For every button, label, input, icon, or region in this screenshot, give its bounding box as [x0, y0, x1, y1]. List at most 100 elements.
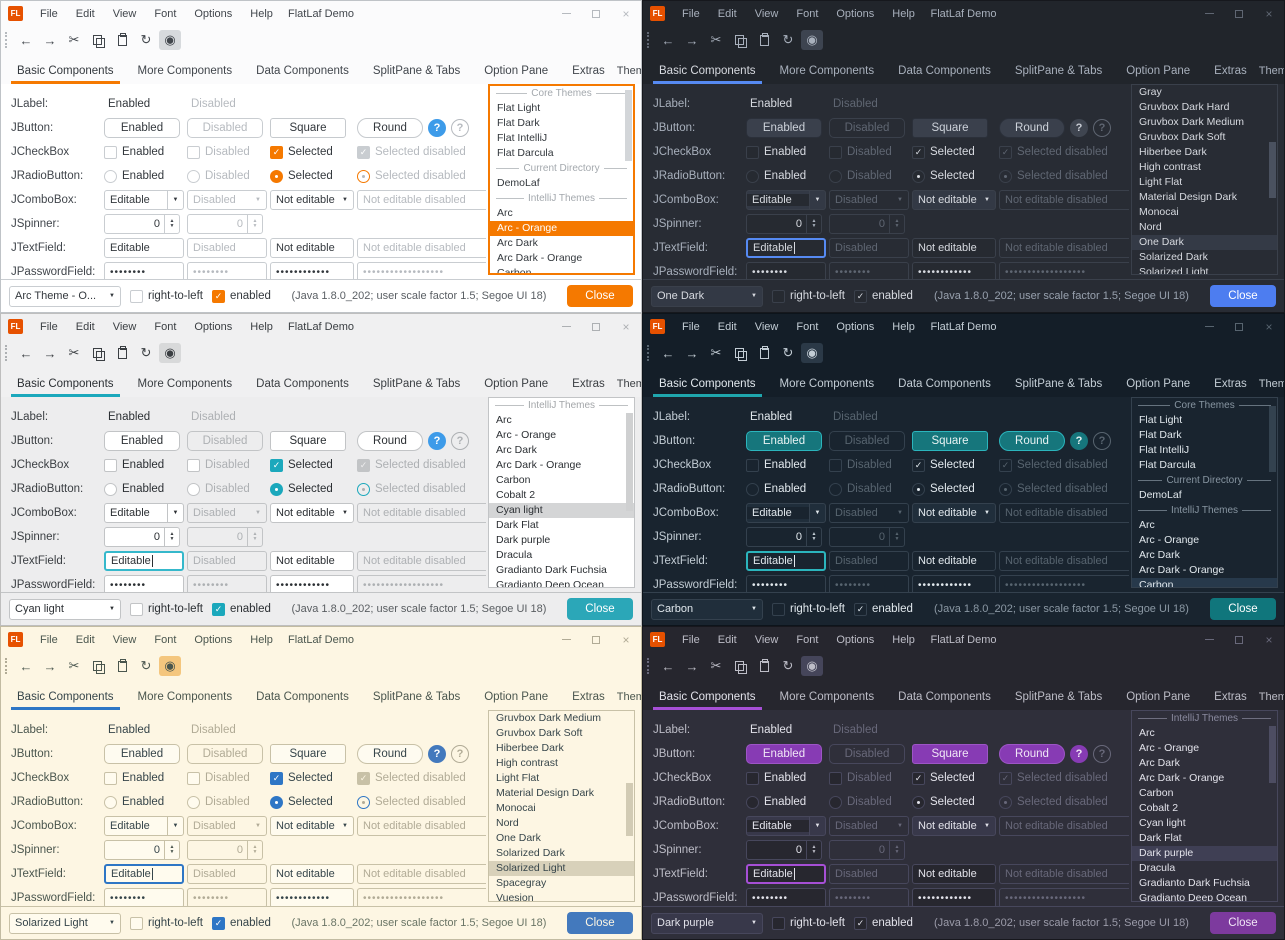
theme-list-item[interactable]: Flat Light — [1139, 414, 1183, 426]
menu-file[interactable]: File — [40, 7, 58, 20]
minimize-button[interactable] — [551, 1, 581, 26]
textfield-editable[interactable]: Editable — [746, 238, 826, 259]
paste-button[interactable] — [753, 343, 775, 363]
combobox-editable[interactable]: Editable ▼ — [104, 190, 184, 211]
toolbar-grip[interactable] — [5, 658, 8, 674]
copy-button[interactable] — [87, 656, 109, 676]
theme-list-item[interactable]: Arc Dark — [496, 444, 537, 456]
lookandfeel-combo[interactable]: Arc Theme - O... ▼ — [9, 285, 121, 307]
radio-enabled[interactable] — [104, 795, 117, 809]
lookandfeel-combo[interactable]: Cyan light ▼ — [9, 598, 121, 620]
tab-extras[interactable]: Extras — [572, 378, 605, 390]
spinner-enabled[interactable]: 0 ▲ ▼ — [746, 214, 822, 235]
checkbox-selected[interactable]: ✓ — [912, 145, 925, 159]
spinner-enabled[interactable]: 0 ▲ ▼ — [104, 527, 180, 548]
forward-button[interactable]: → — [681, 656, 703, 676]
spinner-arrows-icon[interactable]: ▲ ▼ — [806, 528, 821, 547]
maximize-button[interactable] — [1224, 1, 1254, 26]
tab-basic-components[interactable]: Basic Components — [5, 685, 126, 710]
toolbar-grip[interactable] — [5, 345, 8, 361]
menu-edit[interactable]: Edit — [75, 7, 95, 20]
theme-list-item[interactable]: Hiberbee Dark — [1139, 146, 1207, 158]
theme-list-item[interactable]: Arc Dark - Orange — [496, 459, 582, 471]
enabled-button[interactable]: Enabled — [104, 431, 180, 452]
close-window-button[interactable]: × — [1265, 6, 1273, 21]
show-hidden-toggle[interactable]: ◉ — [801, 343, 823, 363]
close-window-button[interactable]: × — [1265, 632, 1273, 647]
tab-option-pane[interactable]: Option Pane — [484, 691, 549, 703]
menu-options[interactable]: Options — [194, 633, 233, 646]
tab-option-pane[interactable]: Option Pane — [1126, 378, 1191, 390]
radio-selected[interactable] — [912, 795, 925, 809]
list-scrollbar-thumb[interactable] — [1269, 405, 1276, 472]
radio-selected[interactable] — [270, 169, 283, 183]
minimize-button[interactable] — [1194, 627, 1224, 652]
tab-data-components[interactable]: Data Components — [898, 378, 991, 390]
menu-edit[interactable]: Edit — [75, 633, 95, 646]
theme-list-item[interactable]: Arc - Orange — [496, 429, 557, 441]
checkbox-selected[interactable]: ✓ — [270, 145, 283, 159]
maximize-button[interactable] — [581, 1, 611, 26]
spinner-enabled[interactable]: 0 ▲ ▼ — [746, 840, 822, 861]
tab-more-components[interactable]: More Components — [779, 65, 875, 77]
combobox-editable[interactable]: Editable ▼ — [746, 190, 826, 211]
minimize-button[interactable] — [551, 314, 581, 339]
close-button[interactable]: Close — [567, 285, 633, 307]
textfield-not-editable[interactable]: Not editable — [270, 551, 354, 572]
passwordfield-enabled[interactable]: •••••••• — [746, 262, 826, 279]
theme-list-item[interactable]: High contrast — [496, 757, 558, 769]
tab-splitpane-tabs[interactable]: SplitPane & Tabs — [372, 378, 461, 390]
theme-list-item[interactable]: Gradianto Deep Ocean — [496, 579, 604, 587]
theme-list-item[interactable]: Gruvbox Dark Medium — [496, 712, 602, 724]
cut-button[interactable]: ✂ — [63, 656, 85, 676]
enabled-checkbox[interactable]: ✓ — [853, 602, 867, 616]
theme-list-item[interactable]: Dracula — [1139, 862, 1176, 874]
back-button[interactable]: ← — [657, 30, 679, 50]
menu-options[interactable]: Options — [836, 320, 875, 333]
theme-list-item[interactable]: Arc - Orange — [1139, 742, 1200, 754]
close-button[interactable]: Close — [567, 912, 633, 934]
textfield-editable[interactable]: Editable — [746, 551, 826, 572]
list-scrollbar-thumb[interactable] — [1269, 726, 1276, 784]
menu-view[interactable]: View — [112, 633, 137, 646]
passwordfield-not-editable[interactable]: •••••••••••• — [912, 262, 996, 279]
lookandfeel-combo[interactable]: Dark purple ▼ — [651, 912, 763, 934]
menu-view[interactable]: View — [754, 320, 779, 333]
toolbar-grip[interactable] — [647, 658, 650, 674]
tab-basic-components[interactable]: Basic Components — [5, 59, 126, 84]
enabled-button[interactable]: Enabled — [746, 431, 822, 452]
help-button[interactable]: ? — [428, 745, 446, 764]
combobox-not-editable[interactable]: Not editable ▼ — [270, 503, 354, 524]
theme-list-item[interactable]: Nord — [496, 817, 519, 829]
theme-list-item[interactable]: Arc Dark - Orange — [1139, 772, 1225, 784]
textfield-not-editable[interactable]: Not editable — [912, 864, 996, 885]
spinner-arrows-icon[interactable]: ▲ ▼ — [164, 215, 179, 234]
menu-font[interactable]: Font — [154, 633, 177, 646]
theme-list-item[interactable]: Light Flat — [496, 772, 540, 784]
combobox-not-editable[interactable]: Not editable ▼ — [912, 816, 996, 837]
checkbox-enabled[interactable] — [746, 771, 759, 785]
theme-list-item[interactable]: Light Flat — [1139, 176, 1183, 188]
help-button-outline[interactable]: ? — [451, 432, 469, 451]
theme-list-item[interactable]: Hiberbee Dark — [496, 742, 564, 754]
checkbox-enabled[interactable] — [746, 145, 759, 159]
refresh-button[interactable]: ↻ — [777, 30, 799, 50]
combobox-not-editable[interactable]: Not editable ▼ — [912, 190, 996, 211]
cut-button[interactable]: ✂ — [705, 343, 727, 363]
tab-splitpane-tabs[interactable]: SplitPane & Tabs — [372, 691, 461, 703]
help-button[interactable]: ? — [1070, 432, 1088, 451]
radio-selected[interactable] — [270, 482, 283, 496]
combobox-not-editable[interactable]: Not editable ▼ — [912, 503, 996, 524]
help-button-outline[interactable]: ? — [1093, 119, 1111, 138]
radio-selected[interactable] — [912, 482, 925, 496]
close-window-button[interactable]: × — [622, 6, 630, 21]
spinner-arrows-icon[interactable]: ▲ ▼ — [806, 841, 821, 860]
textfield-not-editable[interactable]: Not editable — [270, 238, 354, 259]
close-button[interactable]: Close — [1210, 285, 1276, 307]
radio-enabled[interactable] — [746, 169, 759, 183]
theme-list-item[interactable]: Dracula — [496, 549, 533, 561]
minimize-button[interactable] — [551, 627, 581, 652]
back-button[interactable]: ← — [15, 656, 37, 676]
combobox-editable[interactable]: Editable ▼ — [104, 503, 184, 524]
theme-list-item[interactable]: Arc Dark — [497, 237, 538, 249]
